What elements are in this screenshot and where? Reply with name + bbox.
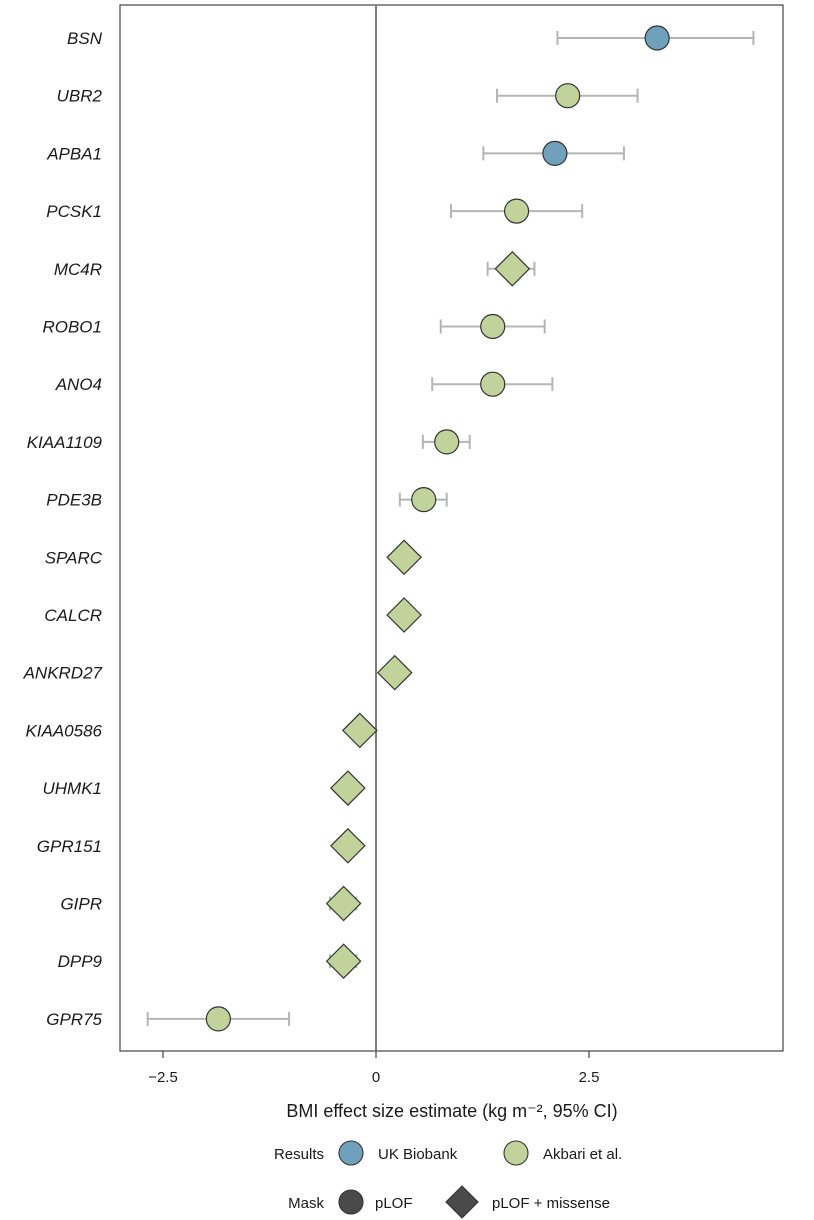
legend-plof-missense-swatch bbox=[445, 1185, 479, 1219]
legend-results-title: Results bbox=[274, 1146, 324, 1163]
x-tick-label: 0 bbox=[372, 1069, 380, 1086]
gene-label: KIAA1109 bbox=[27, 433, 103, 452]
estimate-point-circle bbox=[644, 25, 670, 51]
legend-plof-swatch bbox=[338, 1189, 364, 1215]
estimate-point-diamond bbox=[325, 943, 362, 980]
gene-label: UBR2 bbox=[57, 87, 103, 106]
gene-label: ANKRD27 bbox=[23, 664, 103, 683]
gene-label: DPP9 bbox=[58, 952, 103, 971]
plot-frame bbox=[119, 4, 784, 1052]
legend-akbari-swatch bbox=[503, 1140, 529, 1166]
legend-mask-title: Mask bbox=[288, 1195, 324, 1212]
estimate-point-circle bbox=[434, 429, 460, 455]
legend-uk-biobank-label: UK Biobank bbox=[378, 1146, 458, 1163]
legend: Results UK Biobank Akbari et al. Mask pL… bbox=[274, 1140, 622, 1219]
estimate-point-circle bbox=[205, 1006, 231, 1032]
estimate-point-circle bbox=[411, 487, 437, 513]
gene-label: ANO4 bbox=[55, 375, 102, 394]
gene-label: BSN bbox=[67, 29, 103, 48]
estimate-point-circle bbox=[480, 313, 506, 340]
gene-label: UHMK1 bbox=[42, 779, 102, 798]
gene-label: PDE3B bbox=[46, 491, 102, 510]
estimate-point-diamond bbox=[386, 539, 422, 576]
estimate-point-diamond bbox=[494, 250, 531, 287]
legend-plof-missense-label: pLOF + missense bbox=[492, 1195, 610, 1212]
gene-label: SPARC bbox=[45, 548, 103, 567]
gene-label: CALCR bbox=[44, 606, 102, 625]
estimate-point-diamond bbox=[325, 885, 362, 922]
estimate-point-circle bbox=[503, 198, 530, 224]
estimate-point-circle bbox=[555, 83, 581, 109]
gene-label: PCSK1 bbox=[46, 202, 102, 221]
legend-uk-biobank-swatch bbox=[338, 1140, 364, 1166]
gene-label: GIPR bbox=[60, 895, 102, 914]
gene-label: MC4R bbox=[54, 260, 102, 279]
legend-plof-label: pLOF bbox=[375, 1195, 413, 1212]
estimate-point-diamond bbox=[330, 827, 366, 864]
estimate-point-diamond bbox=[386, 597, 422, 633]
x-axis-label: BMI effect size estimate (kg m⁻², 95% CI… bbox=[286, 1101, 617, 1121]
estimate-point-circle bbox=[542, 140, 568, 166]
gene-label: ROBO1 bbox=[42, 318, 102, 337]
gene-label: KIAA0586 bbox=[25, 721, 102, 740]
x-tick-label: −2.5 bbox=[148, 1069, 178, 1086]
estimate-point-diamond bbox=[330, 770, 366, 806]
gene-label: GPR151 bbox=[37, 837, 102, 856]
gene-label: APBA1 bbox=[46, 144, 102, 163]
gene-label: GPR75 bbox=[46, 1010, 102, 1029]
x-tick-label: 2.5 bbox=[579, 1069, 600, 1086]
estimate-point-diamond bbox=[341, 712, 378, 749]
legend-akbari-label: Akbari et al. bbox=[543, 1146, 622, 1163]
estimate-point-circle bbox=[480, 371, 506, 397]
estimate-point-diamond bbox=[376, 654, 413, 691]
